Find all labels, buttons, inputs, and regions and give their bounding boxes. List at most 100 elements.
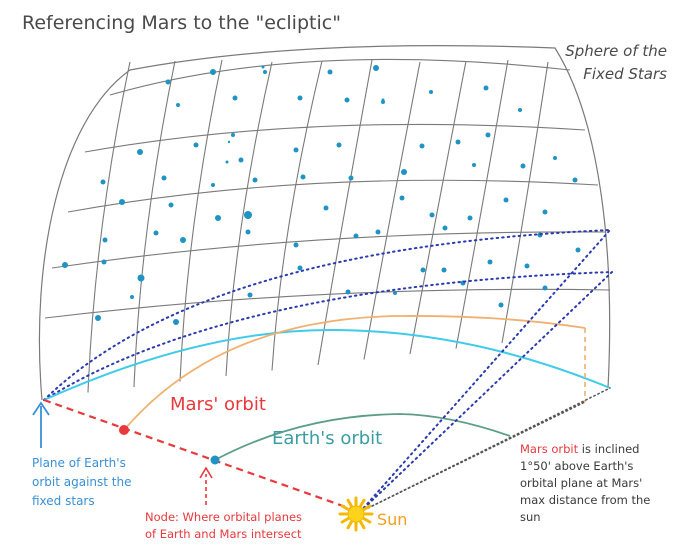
star: [542, 285, 548, 291]
inclination-note: Mars orbit is inclined 1°50' above Earth…: [520, 442, 651, 524]
latitude-line: [67, 179, 599, 213]
dome-outline: [38, 45, 611, 401]
star: [193, 142, 199, 148]
star: [401, 169, 407, 175]
star: [348, 175, 354, 181]
projected-arc-lower: [43, 271, 613, 401]
star: [572, 177, 578, 183]
mars-orbit-label: Mars' orbit: [170, 394, 266, 415]
star: [345, 289, 351, 295]
sun-icon: [338, 496, 374, 532]
star: [399, 195, 405, 201]
star: [420, 267, 426, 273]
star: [100, 179, 106, 185]
star: [344, 97, 350, 103]
page-title: Referencing Mars to the "ecliptic": [22, 12, 341, 34]
star: [518, 108, 522, 112]
earth-orbit-label: Earth's orbit: [272, 428, 383, 449]
star: [119, 199, 125, 205]
meridian-line: [87, 61, 131, 393]
star: [503, 197, 509, 203]
star: [293, 147, 299, 153]
ecliptic-plane-label: Plane of Earth's orbit against the fixed…: [32, 456, 132, 508]
latitude-line: [109, 58, 571, 96]
inclination-note-line: Mars orbit is inclined: [520, 442, 640, 456]
star: [441, 267, 447, 273]
star: [101, 259, 107, 265]
star: [173, 319, 179, 325]
star: [130, 295, 134, 299]
star: [498, 302, 504, 308]
star: [232, 95, 238, 101]
star: [297, 95, 303, 101]
star: [575, 247, 581, 253]
star: [176, 103, 180, 107]
star: [381, 98, 385, 102]
sun-sightline-upper: [359, 229, 611, 513]
star: [238, 157, 244, 163]
earth-orbit-arc: [214, 413, 511, 461]
star: [244, 211, 252, 219]
node-arrow-head: [199, 466, 213, 479]
star: [62, 262, 68, 268]
star: [245, 229, 251, 235]
star: [165, 79, 171, 85]
mars-orbit-highlight: Mars orbit: [520, 442, 579, 456]
star: [261, 65, 265, 69]
latitude-line: [44, 288, 611, 319]
latitude-line: [51, 231, 606, 269]
star: [485, 132, 491, 138]
star: [327, 69, 333, 75]
star: [375, 229, 381, 235]
node-label: Node: Where orbital planes of Earth and …: [145, 510, 303, 541]
star: [472, 163, 476, 167]
line-of-nodes: [43, 398, 361, 514]
star: [455, 139, 461, 145]
meridian-line: [179, 59, 223, 382]
star: [442, 225, 448, 231]
meridian-line: [133, 60, 176, 388]
star: [373, 65, 379, 71]
star: [487, 259, 493, 265]
star: [393, 291, 397, 295]
star: [336, 142, 342, 148]
ecliptic-line: [43, 328, 611, 401]
star: [467, 215, 473, 221]
earth-node-dot: [210, 455, 220, 465]
star: [153, 230, 159, 236]
star: [227, 140, 231, 144]
sphere-of-fixed-stars-label: Sphere of the Fixed Stars: [565, 42, 667, 83]
star: [95, 315, 101, 321]
sun-disc: [347, 505, 365, 523]
mars-orbit-arc: [123, 315, 586, 431]
star: [429, 90, 433, 94]
star: [102, 237, 108, 243]
meridian-line: [363, 61, 421, 360]
star: [210, 69, 216, 75]
star: [137, 149, 143, 155]
star: [211, 183, 215, 187]
star: [353, 233, 359, 239]
star: [231, 133, 235, 137]
latitude-line: [84, 123, 586, 153]
sphere-grid: [38, 45, 611, 401]
star: [263, 70, 267, 74]
star: [429, 212, 435, 218]
star: [252, 177, 258, 183]
meridian-line: [501, 61, 549, 344]
star: [520, 163, 526, 169]
star: [483, 85, 489, 91]
mars-node-dot: [119, 425, 129, 435]
star: [419, 143, 425, 149]
star: [247, 292, 253, 298]
star: [542, 209, 548, 215]
star: [225, 160, 229, 164]
star: [293, 242, 299, 248]
star: [215, 215, 221, 221]
star: [168, 202, 174, 208]
star: [323, 205, 329, 211]
star: [524, 263, 530, 269]
star: [553, 156, 557, 160]
